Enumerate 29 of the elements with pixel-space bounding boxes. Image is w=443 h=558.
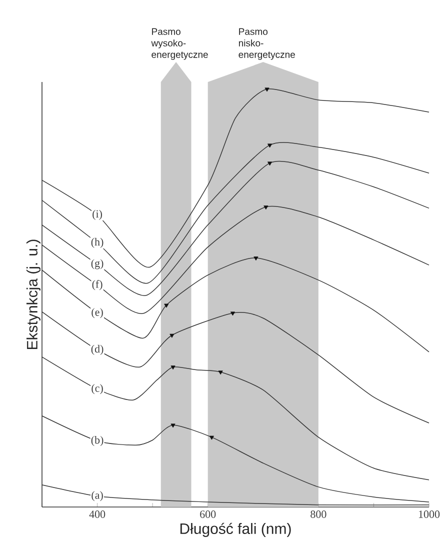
series-label: (i) [92,210,102,220]
y-axis-title: Ekstynkcja (j. u.) [26,240,40,349]
point [264,206,268,210]
point [230,312,236,316]
point [267,162,272,166]
x-tick-label: 400 [89,510,106,518]
series-label: (g) [91,259,104,270]
x-axis-title: Długość fali (nm) [180,522,291,537]
point [170,366,176,370]
point [164,304,169,308]
series-label: (a) [92,491,103,502]
series-label: (b) [91,436,104,446]
series-label: (f) [92,280,102,290]
band-label: Pasmo wysoko-energetyczne [151,28,208,60]
point [218,370,223,375]
point [209,436,214,440]
x-tick-label: 800 [310,510,326,518]
series-label: (c) [92,384,103,394]
series-label: (d) [91,344,104,355]
point [170,334,174,338]
point [254,256,258,261]
series-label: (e) [92,308,103,318]
x-tick-label: 600 [200,510,216,518]
band-label: Pasmo nisko-energetyczne [238,28,295,60]
series-label: (h) [91,238,104,248]
point [267,144,272,148]
x-tick-label: 1000 [418,510,440,518]
point [264,88,270,92]
point [170,424,176,428]
